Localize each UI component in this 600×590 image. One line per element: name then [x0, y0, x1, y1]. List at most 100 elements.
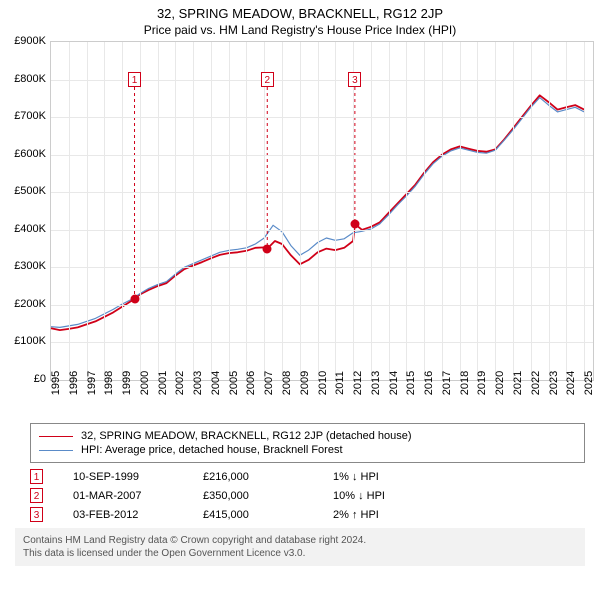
gridline-v	[513, 42, 514, 380]
marker-box: 3	[348, 72, 361, 87]
page-title: 32, SPRING MEADOW, BRACKNELL, RG12 2JP	[0, 0, 600, 21]
y-axis-label: £300K	[14, 260, 46, 272]
gridline-h	[51, 267, 593, 268]
gridline-v	[69, 42, 70, 380]
x-axis-label: 1998	[103, 371, 115, 395]
gridline-v	[335, 42, 336, 380]
x-axis-label: 2005	[228, 371, 240, 395]
x-axis-label: 2004	[210, 371, 222, 395]
gridline-v	[104, 42, 105, 380]
event-row: 1 10-SEP-1999£216,0001% ↓ HPI	[30, 467, 585, 486]
x-axis-label: 2000	[139, 371, 151, 395]
marker-box: 1	[128, 72, 141, 87]
gridline-v	[264, 42, 265, 380]
event-marker: 3	[30, 507, 43, 522]
gridline-v	[460, 42, 461, 380]
y-axis-label: £900K	[14, 35, 46, 47]
page-subtitle: Price paid vs. HM Land Registry's House …	[0, 21, 600, 41]
x-axis-label: 2017	[441, 371, 453, 395]
event-hpi-delta: 2% ↑ HPI	[333, 509, 473, 521]
event-marker: 2	[30, 488, 43, 503]
x-axis-label: 2007	[263, 371, 275, 395]
y-axis-label: £800K	[14, 73, 46, 85]
gridline-v	[424, 42, 425, 380]
x-axis-label: 2003	[192, 371, 204, 395]
x-axis-label: 2012	[352, 371, 364, 395]
event-hpi-delta: 1% ↓ HPI	[333, 471, 473, 483]
gridline-v	[318, 42, 319, 380]
event-row: 201-MAR-2007£350,00010% ↓ HPI	[30, 486, 585, 505]
legend-row: 32, SPRING MEADOW, BRACKNELL, RG12 2JP (…	[39, 429, 576, 443]
footnote-line: Contains HM Land Registry data © Crown c…	[23, 534, 577, 547]
gridline-v	[442, 42, 443, 380]
x-axis-label: 1995	[50, 371, 62, 395]
x-axis-label: 2014	[388, 371, 400, 395]
gridline-v	[175, 42, 176, 380]
x-axis-label: 2019	[476, 371, 488, 395]
y-axis-label: £700K	[14, 110, 46, 122]
event-price: £216,000	[203, 471, 333, 483]
y-axis-label: £500K	[14, 185, 46, 197]
plot-area: 1 2 3	[50, 41, 594, 381]
gridline-v	[246, 42, 247, 380]
gridline-h	[51, 230, 593, 231]
event-marker: 1	[30, 469, 43, 484]
footnote-line: This data is licensed under the Open Gov…	[23, 547, 577, 560]
y-axis-label: £600K	[14, 148, 46, 160]
chart-container: 32, SPRING MEADOW, BRACKNELL, RG12 2JP P…	[0, 0, 600, 590]
gridline-h	[51, 342, 593, 343]
gridline-v	[193, 42, 194, 380]
sale-dot	[350, 220, 359, 229]
gridline-v	[158, 42, 159, 380]
event-date: 01-MAR-2007	[73, 490, 203, 502]
gridline-h	[51, 117, 593, 118]
gridline-v	[371, 42, 372, 380]
y-axis-label: £200K	[14, 298, 46, 310]
gridline-v	[211, 42, 212, 380]
x-axis-label: 2020	[494, 371, 506, 395]
marker-box: 2	[261, 72, 274, 87]
x-axis-label: 2002	[174, 371, 186, 395]
event-date: 03-FEB-2012	[73, 509, 203, 521]
gridline-h	[51, 192, 593, 193]
legend-label: HPI: Average price, detached house, Brac…	[81, 444, 343, 456]
sale-dot	[263, 244, 272, 253]
x-axis-label: 2022	[530, 371, 542, 395]
legend-label: 32, SPRING MEADOW, BRACKNELL, RG12 2JP (…	[81, 430, 412, 442]
sale-events: 1 10-SEP-1999£216,0001% ↓ HPI 2 01-MAR-2007…	[30, 467, 585, 524]
x-axis-label: 2021	[512, 371, 524, 395]
x-axis-labels: 1995199619971998199920002001200220032004…	[50, 381, 594, 419]
gridline-v	[229, 42, 230, 380]
event-hpi-delta: 10% ↓ HPI	[333, 490, 473, 502]
price-chart: 123 £0£100K£200K£300K£400K£500K£600K£700…	[50, 41, 594, 381]
y-axis-label: £100K	[14, 335, 46, 347]
gridline-v	[495, 42, 496, 380]
gridline-v	[122, 42, 123, 380]
gridline-v	[87, 42, 88, 380]
x-axis-label: 2025	[583, 371, 595, 395]
x-axis-label: 2011	[334, 371, 346, 395]
legend-row: HPI: Average price, detached house, Brac…	[39, 443, 576, 457]
x-axis-label: 2015	[405, 371, 417, 395]
gridline-v	[140, 42, 141, 380]
x-axis-label: 2010	[317, 371, 329, 395]
event-date: 10-SEP-1999	[73, 471, 203, 483]
event-price: £415,000	[203, 509, 333, 521]
gridline-v	[406, 42, 407, 380]
sale-dot	[130, 294, 139, 303]
gridline-v	[477, 42, 478, 380]
x-axis-label: 2018	[459, 371, 471, 395]
gridline-v	[531, 42, 532, 380]
x-axis-label: 2024	[565, 371, 577, 395]
gridline-v	[566, 42, 567, 380]
event-row: 3 03-FEB-2012£415,0002% ↑ HPI	[30, 505, 585, 524]
gridline-v	[300, 42, 301, 380]
y-axis-label: £0	[34, 373, 46, 385]
x-axis-label: 2013	[370, 371, 382, 395]
x-axis-label: 1997	[86, 371, 98, 395]
y-axis-label: £400K	[14, 223, 46, 235]
line-layer	[51, 42, 593, 380]
gridline-v	[282, 42, 283, 380]
gridline-h	[51, 155, 593, 156]
x-axis-label: 2001	[157, 371, 169, 395]
